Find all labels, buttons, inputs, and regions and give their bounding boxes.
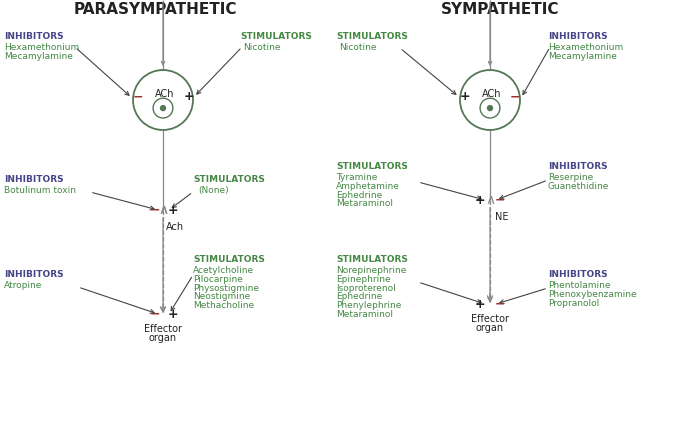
Text: Tyramine: Tyramine — [336, 173, 377, 182]
Text: Hexamethonium: Hexamethonium — [548, 43, 623, 52]
Text: NE: NE — [495, 212, 508, 222]
Text: Acetylcholine: Acetylcholine — [193, 266, 254, 275]
Text: Propranolol: Propranolol — [548, 298, 599, 307]
Text: PARASYMPATHETIC: PARASYMPATHETIC — [74, 2, 237, 17]
Text: Botulinum toxin: Botulinum toxin — [4, 186, 76, 195]
Text: +: + — [167, 203, 178, 216]
Text: Nicotine: Nicotine — [243, 43, 281, 52]
Text: Epinephrine: Epinephrine — [336, 275, 391, 284]
Text: STIMULATORS: STIMULATORS — [240, 32, 312, 41]
Text: INHIBITORS: INHIBITORS — [4, 32, 63, 41]
Text: STIMULATORS: STIMULATORS — [336, 32, 408, 41]
Text: Norepinephrine: Norepinephrine — [336, 266, 406, 275]
Text: INHIBITORS: INHIBITORS — [548, 162, 608, 171]
Text: ∧: ∧ — [158, 203, 168, 217]
Text: Ephedrine: Ephedrine — [336, 292, 382, 301]
Text: −: − — [495, 298, 506, 310]
Text: ∧: ∧ — [485, 193, 495, 207]
Text: Phentolamine: Phentolamine — [548, 281, 610, 290]
Circle shape — [487, 106, 493, 111]
Text: −: − — [150, 307, 160, 320]
Text: organ: organ — [476, 323, 504, 333]
Text: Mecamylamine: Mecamylamine — [4, 52, 73, 61]
Text: +: + — [167, 307, 178, 320]
Text: Ach: Ach — [166, 222, 184, 232]
Text: STIMULATORS: STIMULATORS — [336, 255, 408, 264]
Text: Amphetamine: Amphetamine — [336, 182, 400, 191]
Text: Metaraminol: Metaraminol — [336, 200, 393, 208]
Text: ACh: ACh — [155, 89, 175, 99]
Text: +: + — [184, 90, 194, 104]
Text: INHIBITORS: INHIBITORS — [548, 270, 608, 279]
Text: (None): (None) — [198, 186, 229, 195]
Text: INHIBITORS: INHIBITORS — [548, 32, 608, 41]
Text: −: − — [133, 90, 143, 104]
Text: SYMPATHETIC: SYMPATHETIC — [441, 2, 560, 17]
Text: Isoproterenol: Isoproterenol — [336, 283, 396, 292]
Text: Phenylephrine: Phenylephrine — [336, 301, 402, 310]
Text: Mecamylamine: Mecamylamine — [548, 52, 617, 61]
Text: Ephedrine: Ephedrine — [336, 190, 382, 200]
Text: Atropine: Atropine — [4, 281, 43, 290]
Text: STIMULATORS: STIMULATORS — [193, 255, 265, 264]
Text: +: + — [460, 90, 470, 104]
Text: ∧: ∧ — [158, 203, 168, 217]
Text: STIMULATORS: STIMULATORS — [336, 162, 408, 171]
Text: −: − — [510, 90, 520, 104]
Text: Physostigmine: Physostigmine — [193, 283, 259, 292]
Text: Reserpine: Reserpine — [548, 173, 593, 182]
Text: +: + — [475, 194, 485, 206]
Text: INHIBITORS: INHIBITORS — [4, 175, 63, 184]
Text: INHIBITORS: INHIBITORS — [4, 270, 63, 279]
Text: Phenoxybenzamine: Phenoxybenzamine — [548, 290, 637, 299]
Text: ACh: ACh — [482, 89, 502, 99]
Text: STIMULATORS: STIMULATORS — [193, 175, 265, 184]
Text: Guanethidine: Guanethidine — [548, 182, 610, 191]
Text: Neostigmine: Neostigmine — [193, 292, 250, 301]
Text: Pilocarpine: Pilocarpine — [193, 275, 243, 284]
Text: Metaraminol: Metaraminol — [336, 310, 393, 319]
Text: −: − — [150, 203, 160, 216]
Text: organ: organ — [149, 333, 177, 343]
Text: Hexamethonium: Hexamethonium — [4, 43, 79, 52]
Circle shape — [161, 106, 165, 111]
Text: Nicotine: Nicotine — [339, 43, 377, 52]
Text: +: + — [475, 298, 485, 310]
Text: −: − — [495, 194, 506, 206]
Text: Effector: Effector — [144, 324, 182, 334]
Text: Methacholine: Methacholine — [193, 301, 254, 310]
Text: Effector: Effector — [471, 314, 509, 324]
